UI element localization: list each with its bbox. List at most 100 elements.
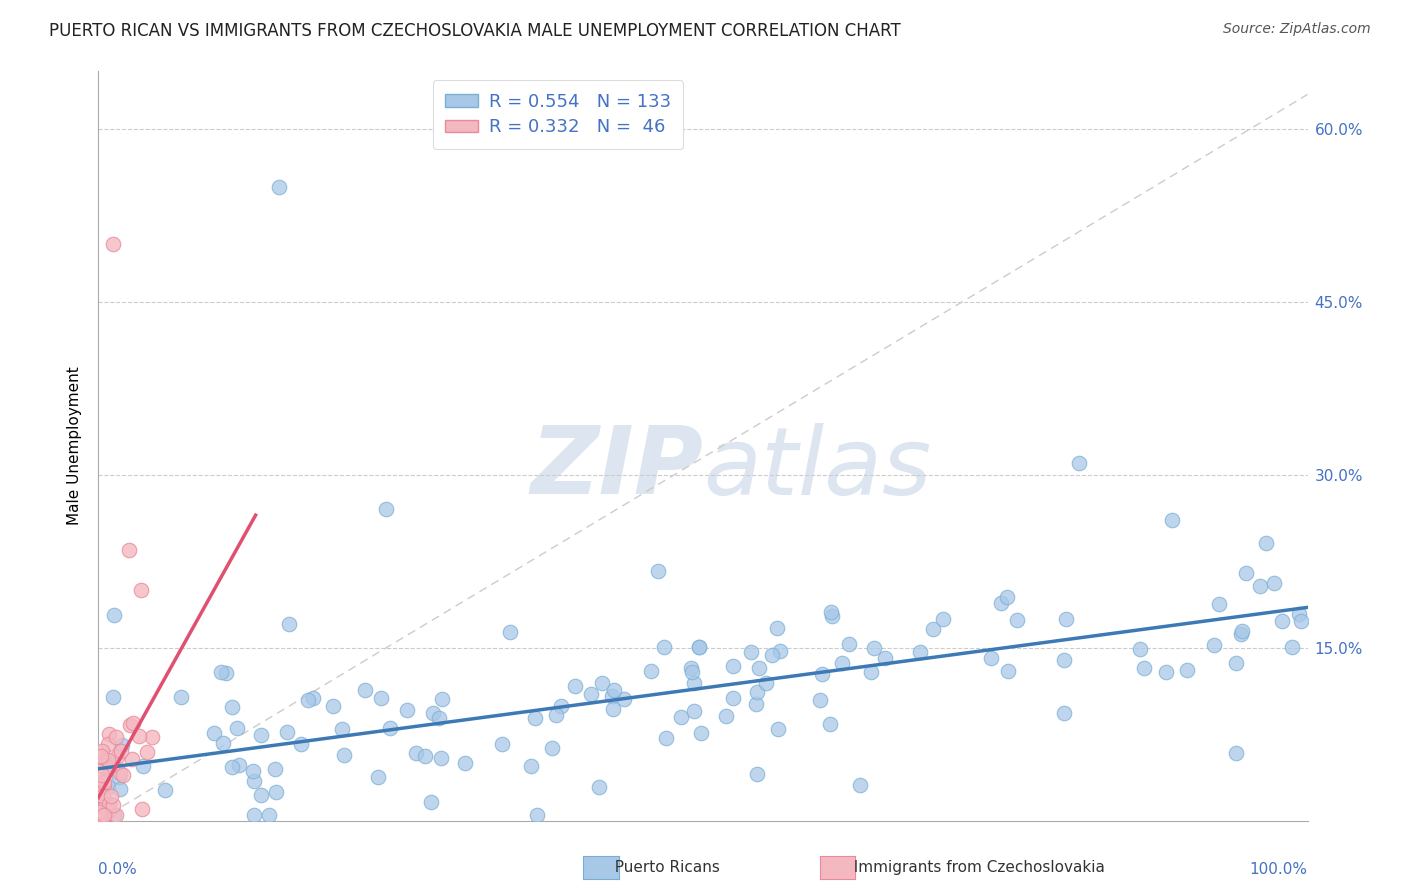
Point [654,731,676,745]
Point [302,691,325,706]
Point [647,564,669,578]
Point [332,747,354,762]
Point [1133,660,1156,674]
Point [818,717,841,731]
Point [564,679,586,693]
Point [118,542,141,557]
Point [89,808,111,822]
Point [107,770,129,784]
Point [375,502,398,516]
Point [110,744,132,758]
Point [87,785,110,799]
Point [97,803,120,817]
Point [1281,640,1303,655]
Point [221,760,243,774]
Point [1069,456,1091,470]
Text: Immigrants from Czechoslovakia: Immigrants from Czechoslovakia [844,860,1105,874]
Point [90,750,112,764]
Point [769,644,792,658]
Point [396,704,419,718]
Point [107,750,129,764]
Point [745,766,768,780]
Point [1234,566,1257,580]
Point [209,665,232,679]
Point [1129,642,1152,657]
Text: 100.0%: 100.0% [1250,862,1308,877]
Point [128,729,150,743]
Point [105,730,128,744]
Point [995,590,1018,604]
Point [155,783,177,797]
Point [415,749,437,764]
Point [1054,612,1077,626]
Point [761,648,783,662]
Point [1230,624,1253,639]
Point [112,767,135,781]
Point [808,693,831,707]
Point [1053,653,1076,667]
Point [1005,613,1028,627]
Point [266,785,288,799]
Point [97,780,120,795]
Point [90,772,112,786]
Point [89,805,111,820]
Point [131,802,153,816]
Point [550,699,572,714]
Point [1154,665,1177,679]
Point [422,706,444,720]
Point [766,722,789,736]
Point [491,737,513,751]
Point [98,727,121,741]
Point [908,645,931,659]
Point [1249,579,1271,593]
Point [831,656,853,670]
Point [121,716,143,731]
Point [212,736,235,750]
Point [101,757,124,772]
Text: Puerto Ricans: Puerto Ricans [605,860,720,874]
Point [135,745,157,759]
Point [290,737,312,751]
Point [683,704,706,718]
Point [997,664,1019,678]
Point [93,808,115,822]
Point [721,659,744,673]
Y-axis label: Male Unemployment: Male Unemployment [67,367,83,525]
Point [875,650,897,665]
Point [721,691,744,706]
Point [101,237,124,252]
Point [101,690,124,704]
Point [860,665,883,679]
Point [91,744,114,758]
Point [111,739,134,753]
Point [215,666,238,681]
Point [820,605,842,619]
Point [118,718,141,732]
Point [541,740,564,755]
Point [221,699,243,714]
Point [228,758,250,772]
Point [103,808,125,822]
Point [98,760,121,774]
Point [669,710,692,724]
Point [380,721,402,735]
Point [98,797,121,811]
Point [679,661,702,675]
Point [90,749,112,764]
Point [1202,638,1225,652]
Text: 0.0%: 0.0% [98,862,138,877]
Point [1230,627,1253,641]
Text: Source: ZipAtlas.com: Source: ZipAtlas.com [1223,22,1371,37]
Point [432,691,454,706]
Point [242,764,264,779]
Point [89,808,111,822]
Point [93,778,115,792]
Point [714,708,737,723]
Legend: R = 0.554   N = 133, R = 0.332   N =  46: R = 0.554 N = 133, R = 0.332 N = 46 [433,80,683,149]
Point [110,782,132,797]
Point [141,730,163,744]
Point [745,698,768,712]
Point [353,683,375,698]
Point [89,808,111,822]
Point [682,676,704,690]
